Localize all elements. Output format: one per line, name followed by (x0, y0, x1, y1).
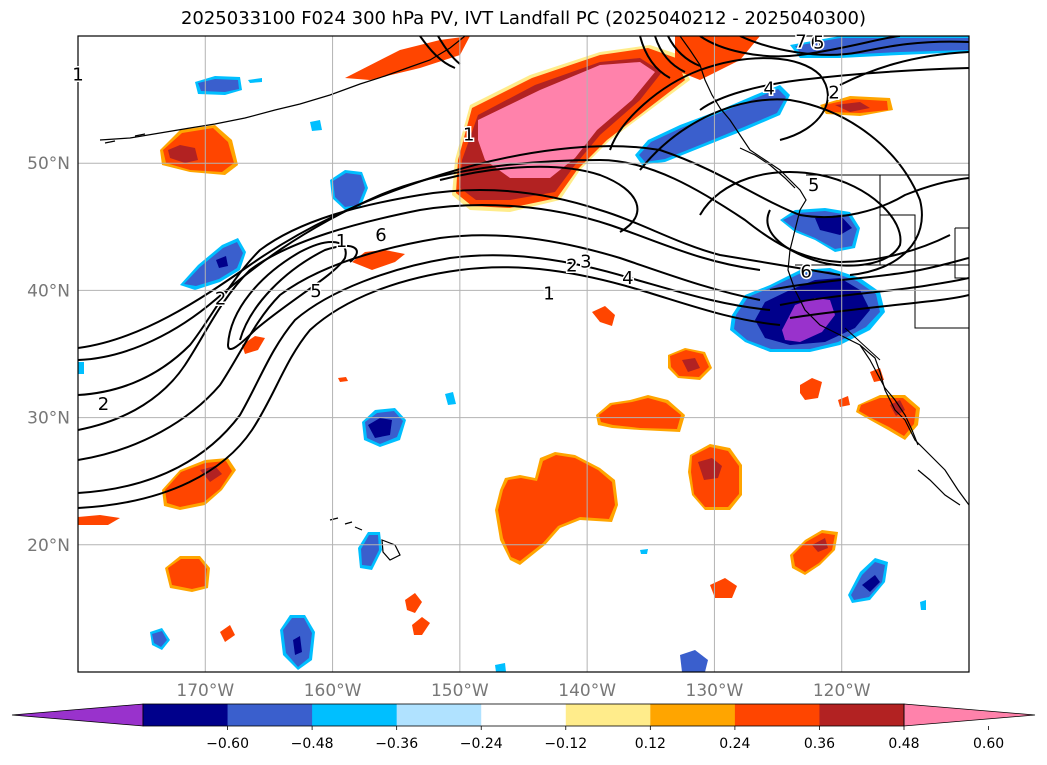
lon-tick-label: 170°W (176, 681, 234, 701)
colorbar-tick-label: −0.24 (460, 736, 503, 752)
lon-tick-label: 150°W (431, 681, 489, 701)
contour-label: 7 (795, 31, 806, 52)
colorbar-segment (227, 704, 313, 726)
longitude-labels: 170°W 160°W 150°W 140°W 130°W 120°W (176, 681, 870, 701)
contour-label: 1 (336, 231, 347, 252)
colorbar-segment (396, 704, 482, 726)
latitude-labels: 50°N 40°N 30°N 20°N (27, 154, 70, 556)
contour-label: 2 (215, 288, 226, 309)
colorbar-tick-label: 0.36 (804, 736, 835, 752)
contour-label: 1 (463, 124, 474, 145)
lon-tick-label: 130°W (686, 681, 744, 701)
colorbar-segment (312, 704, 398, 726)
lon-tick-label: 120°W (813, 681, 871, 701)
lat-tick-label: 30°N (27, 409, 70, 429)
colorbar-tick-label: −0.36 (375, 736, 418, 752)
contour-label: 2 (828, 82, 839, 103)
colorbar-tick-label: 0.48 (888, 736, 919, 752)
contour-label: 6 (800, 262, 811, 283)
colorbar-segment (143, 704, 229, 726)
positive-anomaly-shading (78, 36, 920, 642)
colorbar-extend-low (11, 703, 144, 727)
contour-label: 2 (98, 394, 109, 415)
contour-label: 1 (543, 283, 554, 304)
colorbar-segment (481, 704, 567, 726)
lon-tick-label: 140°W (558, 681, 616, 701)
contour-lines (78, 36, 969, 509)
colorbar-tick-label: 0.60 (973, 736, 1004, 752)
colorbar-segment (819, 704, 905, 726)
contour-label: 5 (813, 33, 824, 54)
lat-tick-label: 40°N (27, 281, 70, 301)
contour-label: 5 (310, 281, 321, 302)
contour-label: 6 (375, 225, 386, 246)
contour-label: 5 (808, 175, 819, 196)
colorbar-extend-high (903, 703, 1036, 727)
colorbar-tick-label: −0.48 (291, 736, 334, 752)
lat-tick-label: 20°N (27, 536, 70, 556)
colorbar-segment (734, 704, 820, 726)
contour-label: 2 (566, 255, 577, 276)
lat-tick-label: 50°N (27, 154, 70, 174)
colorbar-outline (142, 703, 905, 727)
contour-label: 4 (763, 79, 774, 100)
contour-label: 4 (622, 268, 633, 289)
gridlines (78, 36, 969, 672)
colorbar-tick-label: 0.24 (719, 736, 750, 752)
colorbar-tick-label: 0.12 (635, 736, 666, 752)
map-title: 2025033100 F024 300 hPa PV, IVT Landfall… (180, 8, 867, 29)
colorbar-segment (565, 704, 651, 726)
lon-tick-label: 160°W (304, 681, 362, 701)
colorbar-tick-label: −0.12 (544, 736, 587, 752)
colorbar-segment (650, 704, 736, 726)
colorbar: −0.60 −0.48 −0.36 −0.24 −0.12 0.12 0.24 0.36 0.4… (11, 703, 1036, 752)
colorbar-tick-label: −0.60 (206, 736, 249, 752)
contour-label: 3 (580, 252, 591, 273)
contour-label: 1 (72, 65, 83, 86)
contour-label: 6 (811, 33, 822, 54)
map-border (77, 35, 970, 673)
